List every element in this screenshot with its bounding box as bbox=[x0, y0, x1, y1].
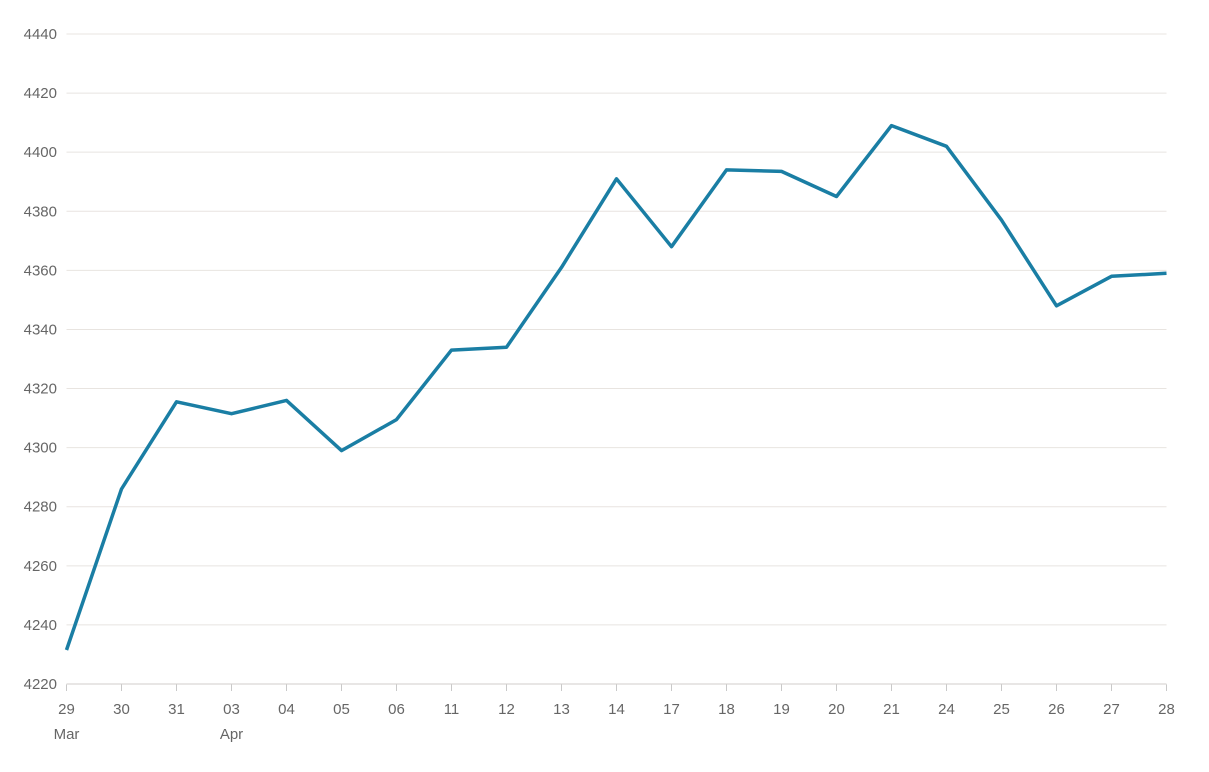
y-axis-labels: 4220 4240 4260 4280 4300 4320 4340 4360 4380 4400… bbox=[24, 26, 57, 693]
x-tick-label: 29 bbox=[58, 701, 75, 718]
x-tick-label: 12 bbox=[498, 701, 515, 718]
y-tick-label: 4220 bbox=[24, 676, 57, 693]
y-tick-label: 4340 bbox=[24, 321, 57, 338]
x-tick-label: 30 bbox=[113, 701, 130, 718]
y-tick-label: 4440 bbox=[24, 26, 57, 43]
y-tick-label: 4240 bbox=[24, 617, 57, 634]
month-labels: Mar Apr bbox=[54, 726, 244, 743]
x-axis-ticks bbox=[66, 684, 1167, 691]
y-tick-label: 4260 bbox=[24, 558, 57, 575]
y-tick-label: 4400 bbox=[24, 144, 57, 161]
y-tick-label: 4300 bbox=[24, 440, 57, 457]
x-tick-label: 14 bbox=[608, 701, 625, 718]
x-tick-label: 28 bbox=[1158, 701, 1175, 718]
x-tick-label: 19 bbox=[773, 701, 790, 718]
x-tick-label: 18 bbox=[718, 701, 735, 718]
y-tick-label: 4360 bbox=[24, 262, 57, 279]
x-tick-label: 27 bbox=[1103, 701, 1120, 718]
x-tick-label: 11 bbox=[444, 701, 460, 718]
x-tick-label: 25 bbox=[993, 701, 1010, 718]
month-label: Apr bbox=[220, 726, 243, 743]
x-tick-label: 05 bbox=[333, 701, 350, 718]
x-tick-label: 04 bbox=[278, 701, 295, 718]
x-tick-label: 31 bbox=[168, 701, 185, 718]
x-tick-label: 21 bbox=[883, 701, 900, 718]
x-tick-label: 03 bbox=[223, 701, 240, 718]
x-axis-labels: 29 30 31 03 04 05 06 11 12 13 14 17 18 19 20 21 24 25 26 27… bbox=[58, 701, 1175, 718]
y-tick-label: 4320 bbox=[24, 381, 57, 398]
x-tick-label: 20 bbox=[828, 701, 845, 718]
x-tick-label: 17 bbox=[663, 701, 680, 718]
x-tick-label: 26 bbox=[1048, 701, 1065, 718]
x-tick-label: 24 bbox=[938, 701, 955, 718]
price-line-series bbox=[64, 123, 1167, 651]
month-label: Mar bbox=[54, 726, 80, 743]
x-tick-label: 13 bbox=[553, 701, 570, 718]
x-tick-label: 06 bbox=[388, 701, 405, 718]
y-tick-label: 4280 bbox=[24, 499, 57, 516]
y-tick-label: 4380 bbox=[24, 203, 57, 220]
y-tick-label: 4420 bbox=[24, 85, 57, 102]
y-gridlines bbox=[66, 33, 1167, 626]
